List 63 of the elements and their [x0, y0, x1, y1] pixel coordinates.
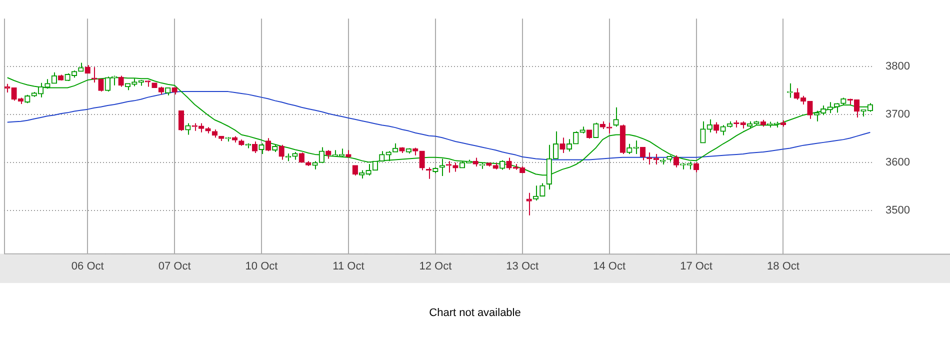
candlestick [446, 160, 452, 174]
candlestick [272, 144, 278, 153]
candlestick [212, 128, 218, 138]
x-tick-label: 07 Oct [158, 260, 191, 272]
candlestick [258, 142, 264, 154]
candlestick [419, 150, 425, 171]
candlestick [640, 146, 646, 161]
candlestick [326, 150, 332, 160]
x-tick-label: 14 Oct [593, 260, 626, 272]
candlestick [560, 137, 566, 154]
candlestick [666, 154, 672, 162]
candlestick [278, 144, 284, 160]
candlestick [726, 120, 733, 128]
candlestick [760, 119, 766, 128]
candlestick [432, 166, 438, 174]
candlestick [714, 122, 720, 134]
y-tick-label: 3800 [886, 60, 910, 73]
candlestick [613, 106, 619, 128]
candlestick [499, 160, 506, 170]
candlestick [78, 62, 84, 72]
x-tick-label: 18 Oct [767, 260, 800, 272]
candlestick [185, 122, 191, 136]
candlestick [600, 120, 606, 130]
y-tick-label: 3500 [886, 204, 910, 217]
candlestick [479, 162, 486, 170]
candlestick [318, 146, 325, 163]
candlestick [312, 160, 318, 170]
candlestick [840, 97, 846, 106]
x-tick-label: 13 Oct [506, 260, 539, 272]
candlestick [452, 162, 458, 172]
candlestick [51, 72, 57, 84]
candlestick [144, 80, 151, 88]
candlestick [834, 103, 840, 114]
candlestick [178, 110, 184, 132]
candlestick [399, 147, 405, 154]
candlestick [118, 75, 124, 88]
y-tick-label: 3700 [886, 108, 910, 121]
x-tick-label: 06 Oct [71, 260, 104, 272]
candlestick [352, 165, 358, 176]
candlestick [492, 162, 498, 170]
candlestick [98, 78, 104, 92]
candlestick [265, 138, 272, 152]
candlestick [392, 142, 398, 152]
x-tick-label: 11 Oct [332, 260, 364, 272]
candlestick [606, 122, 612, 134]
candlestick [165, 87, 171, 96]
candlestick [406, 148, 412, 154]
candlestick [620, 124, 626, 154]
text: Chart not available [429, 307, 521, 320]
x-tick-label: 17 Oct [680, 260, 712, 272]
candlestick [526, 192, 532, 216]
candlestick [472, 157, 478, 167]
x-tick-label: 10 Oct [245, 260, 278, 272]
candlestick [172, 87, 178, 95]
candlestick [346, 150, 352, 158]
x-tick-label: 12 Oct [419, 260, 452, 272]
y-tick-label: 3600 [886, 156, 910, 169]
candlestick [238, 139, 244, 146]
candlestick [486, 162, 492, 167]
candlestick [298, 152, 304, 162]
candlestick [787, 82, 793, 98]
candlestick [720, 124, 726, 136]
candlestick [205, 126, 211, 134]
